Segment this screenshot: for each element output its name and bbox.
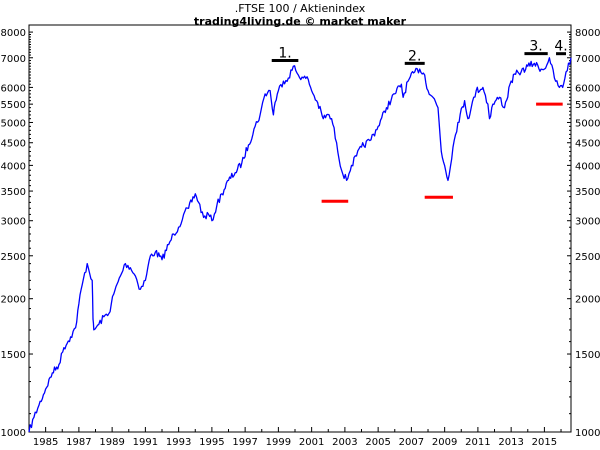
x-tick-label: 1995 (199, 437, 224, 448)
x-tick-label: 2009 (432, 437, 457, 448)
y-tick-label-right: 8000 (575, 28, 600, 39)
x-tick-label: 2011 (465, 437, 490, 448)
y-tick-label-right: 4500 (575, 139, 600, 150)
y-tick-label-left: 7000 (1, 54, 26, 65)
annotation-label: 3. (529, 39, 542, 55)
x-tick-label: 1987 (66, 437, 91, 448)
x-tick-label: 2013 (498, 437, 523, 448)
y-tick-label-left: 3500 (1, 187, 26, 198)
y-tick-label-left: 3000 (1, 217, 26, 228)
y-tick-label-right: 3000 (575, 217, 600, 228)
y-tick-label-left: 2000 (1, 295, 26, 306)
y-tick-label-left: 8000 (1, 28, 26, 39)
annotation-label: 1. (278, 46, 291, 62)
x-tick-label: 2001 (299, 437, 324, 448)
series-line (28, 57, 572, 433)
x-tick-label: 1993 (166, 437, 191, 448)
chart-title: .FTSE 100 / Aktienindex (234, 2, 366, 15)
series (28, 57, 572, 433)
y-tick-label-right: 5000 (575, 118, 600, 129)
y-tick-label-right: 7000 (575, 54, 600, 65)
x-tick-label: 1997 (232, 437, 257, 448)
y-tick-label-right: 6000 (575, 83, 600, 94)
annotations: 1. 2. 3. 4. (271, 39, 568, 203)
y-tick-label-right: 1500 (575, 350, 600, 361)
y-tick-label-right: 1000 (575, 428, 600, 439)
x-tick-label: 1985 (33, 437, 58, 448)
x-tick-label: 1991 (133, 437, 158, 448)
y-tick-label-left: 1500 (1, 350, 26, 361)
annotation-label: 2. (408, 48, 421, 64)
y-tick-label-right: 5500 (575, 100, 600, 111)
y-tick-label-left: 2500 (1, 252, 26, 263)
y-tick-label-left: 5500 (1, 100, 26, 111)
y-tick-label-right: 3500 (575, 187, 600, 198)
x-tick-label: 2005 (365, 437, 390, 448)
x-tick-label: 2007 (399, 437, 424, 448)
x-tick-label: 1999 (266, 437, 291, 448)
y-tick-label-right: 2500 (575, 252, 600, 263)
y-tick-label-left: 1000 (1, 428, 26, 439)
annotation-label: 4. (554, 39, 567, 55)
y-tick-label-left: 4000 (1, 161, 26, 172)
x-tick-label: 2003 (332, 437, 357, 448)
x-tick-label: 1989 (99, 437, 124, 448)
y-tick-label-right: 2000 (575, 295, 600, 306)
y-tick-label-left: 4500 (1, 139, 26, 150)
y-tick-label-left: 6000 (1, 83, 26, 94)
y-tick-label-right: 4000 (575, 161, 600, 172)
axes: 1000 1000 1500 1500 2000 2000 2500 2500 3000 3000… (1, 28, 600, 448)
y-tick-label-left: 5000 (1, 118, 26, 129)
x-tick-label: 2015 (532, 437, 557, 448)
plot-frame (28, 24, 572, 433)
